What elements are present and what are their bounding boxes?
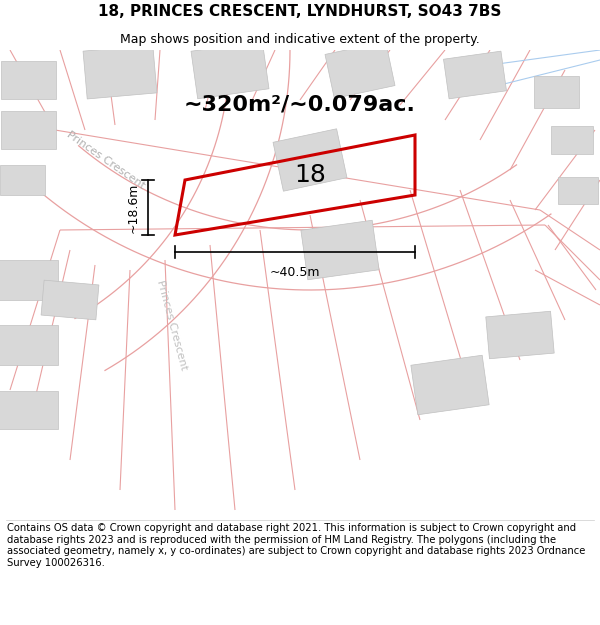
Bar (0, 391, 58, 429)
Bar (83, 45, 157, 99)
Bar (325, 41, 395, 99)
Text: ~18.6m: ~18.6m (127, 182, 140, 232)
Bar (533, 76, 578, 108)
Text: ~40.5m: ~40.5m (270, 266, 320, 279)
Bar (558, 176, 598, 204)
Bar (191, 41, 269, 99)
Bar (411, 355, 489, 415)
Text: Princes Crescent: Princes Crescent (65, 129, 147, 191)
Bar (551, 126, 593, 154)
Text: 18, PRINCES CRESCENT, LYNDHURST, SO43 7BS: 18, PRINCES CRESCENT, LYNDHURST, SO43 7B… (98, 4, 502, 19)
Text: ~320m²/~0.079ac.: ~320m²/~0.079ac. (184, 95, 416, 115)
Bar (0, 260, 58, 300)
Bar (0, 325, 58, 365)
Bar (443, 51, 506, 99)
Text: Princes Crescent: Princes Crescent (155, 279, 188, 371)
Bar (273, 129, 347, 191)
Text: 18: 18 (294, 163, 326, 187)
Bar (1, 111, 56, 149)
Bar (41, 280, 99, 320)
Bar (486, 311, 554, 359)
Bar (0, 165, 44, 195)
Text: Contains OS data © Crown copyright and database right 2021. This information is : Contains OS data © Crown copyright and d… (7, 523, 586, 568)
Bar (1, 61, 56, 99)
Bar (301, 220, 379, 280)
Text: Map shows position and indicative extent of the property.: Map shows position and indicative extent… (120, 32, 480, 46)
